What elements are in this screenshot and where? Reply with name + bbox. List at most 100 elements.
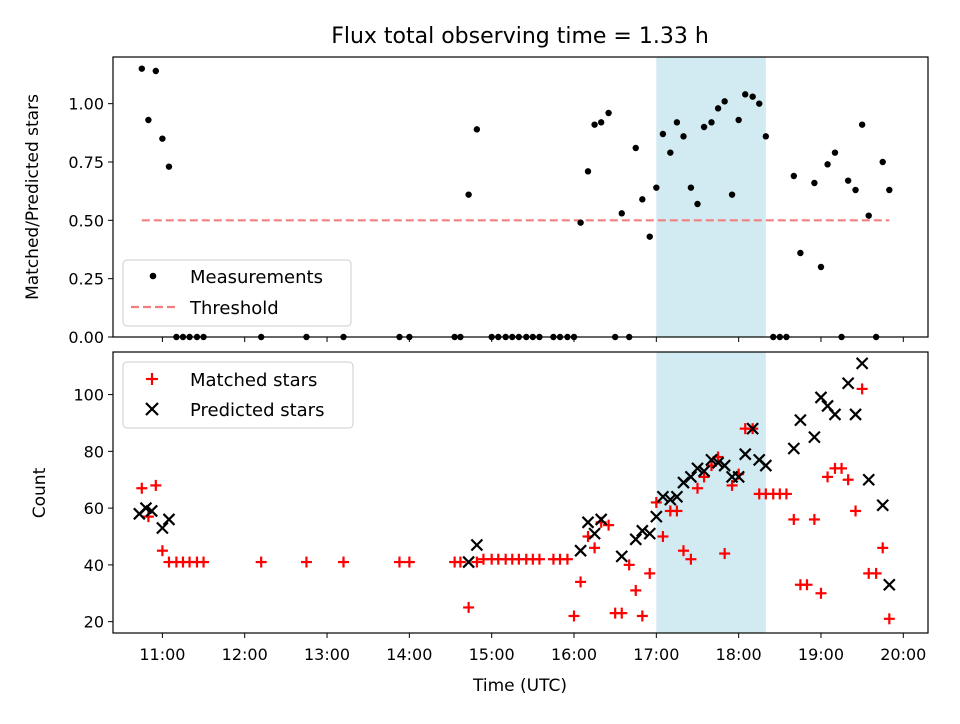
- matched-point: [698, 471, 710, 483]
- measurement-point: [742, 91, 749, 98]
- predicted-point: [636, 524, 649, 538]
- x-tick-label: 16:00: [551, 645, 597, 664]
- measurement-point: [844, 177, 852, 184]
- x-tick-label: 20:00: [880, 645, 926, 664]
- matched-point: [822, 471, 834, 483]
- y-tick-label: 0.25: [68, 270, 104, 289]
- matched-point: [883, 613, 895, 625]
- matched-point: [454, 556, 466, 568]
- top-plot-frame: [112, 56, 929, 338]
- predicted-point: [794, 413, 807, 427]
- x-tick-label: 12:00: [222, 645, 268, 664]
- y-tick-label: 0.50: [68, 211, 104, 230]
- bottom-y-axis-label: Count: [30, 467, 50, 518]
- matched-point: [644, 567, 656, 579]
- measurement-point: [824, 161, 831, 168]
- y-tick-label: 0.75: [68, 153, 104, 172]
- measurement-point: [852, 186, 859, 194]
- measurement-point: [687, 184, 695, 191]
- predicted-point: [718, 459, 731, 472]
- predicted-point: [855, 357, 869, 370]
- top-legend-box: [122, 259, 352, 327]
- x-tick-label: 17:00: [633, 645, 679, 664]
- measurement-point: [708, 119, 715, 126]
- measurement-point: [597, 119, 605, 126]
- measurement-point: [858, 121, 866, 128]
- measurement-point: [584, 168, 592, 175]
- matched-point: [603, 519, 615, 531]
- x-axis-label: Time (UTC): [472, 676, 567, 696]
- matched-point: [788, 513, 800, 525]
- predicted-point: [156, 521, 169, 535]
- predicted-point: [588, 527, 601, 540]
- legend-marker-matched: [146, 373, 158, 385]
- predicted-point: [643, 527, 657, 540]
- matched-point: [255, 556, 267, 568]
- predicted-point: [656, 490, 670, 504]
- predicted-point: [581, 516, 595, 529]
- matched-point: [685, 553, 697, 565]
- measurement-point: [735, 116, 742, 124]
- matched-point: [156, 545, 168, 557]
- measurement-point: [653, 184, 660, 191]
- predicted-point: [462, 555, 475, 569]
- predicted-point: [732, 470, 745, 484]
- y-tick-label: 60: [84, 499, 104, 518]
- measurement-point: [659, 130, 667, 138]
- matched-point: [561, 553, 573, 565]
- matched-point: [136, 482, 148, 494]
- predicted-point: [574, 544, 587, 557]
- y-tick-label: 100: [73, 386, 104, 405]
- top-legend: Measurements Threshold: [122, 259, 352, 327]
- measurement-point: [762, 133, 770, 140]
- predicted-point: [664, 493, 677, 506]
- predicted-point: [162, 513, 176, 526]
- predicted-point: [145, 504, 158, 518]
- predicted-point: [711, 456, 725, 469]
- measurement-point: [667, 149, 674, 156]
- matched-point: [575, 576, 587, 588]
- measurement-point: [811, 179, 818, 187]
- predicted-point: [808, 430, 821, 444]
- legend-label-predicted: Predicted stars: [190, 400, 324, 421]
- measurement-point: [879, 158, 886, 166]
- bottom-legend-box: [122, 361, 354, 429]
- y-tick-label: 40: [84, 556, 104, 575]
- matched-point: [836, 462, 848, 474]
- chart-title: Flux total observing time = 1.33 h: [331, 24, 709, 49]
- legend-label-measurements: Measurements: [190, 267, 323, 288]
- x-tick-label: 19:00: [798, 645, 844, 664]
- predicted-point: [841, 376, 855, 390]
- x-tick-label: 11:00: [139, 645, 185, 664]
- measurement-point: [714, 105, 722, 112]
- measurement-point: [152, 67, 160, 75]
- legend-label-threshold: Threshold: [189, 298, 279, 319]
- matched-point: [630, 584, 642, 596]
- top-panel: 0.00 0.25 0.50 0.75 1.00 Matched/Predicted s…: [23, 56, 929, 347]
- measurement-point: [473, 126, 481, 133]
- highlight-span-top: [656, 57, 766, 337]
- measurement-point: [886, 186, 893, 194]
- measurement-point: [756, 100, 763, 107]
- x-tick-label: 15:00: [469, 645, 515, 664]
- matched-point: [671, 505, 683, 517]
- measurement-point: [680, 133, 687, 140]
- matched-point: [463, 601, 475, 613]
- top-y-axis: 0.00 0.25 0.50 0.75 1.00: [68, 95, 113, 347]
- measurement-point: [694, 200, 701, 208]
- measurement-point: [728, 191, 736, 198]
- bottom-panel: 20 40 60 80 100 11:00 12:00 13:00 14:00 15:00 16:…: [30, 351, 929, 696]
- predicted-point: [705, 453, 718, 467]
- predicted-point: [759, 459, 773, 472]
- predicted-point: [862, 473, 876, 487]
- predicted-point: [876, 498, 890, 512]
- measurement-point: [591, 121, 598, 128]
- matched-point: [719, 548, 731, 560]
- highlight-span-bottom: [656, 352, 766, 633]
- matched-point: [808, 513, 820, 525]
- measurement-point: [797, 249, 804, 257]
- matched-point: [877, 542, 889, 554]
- measurement-point: [817, 263, 825, 271]
